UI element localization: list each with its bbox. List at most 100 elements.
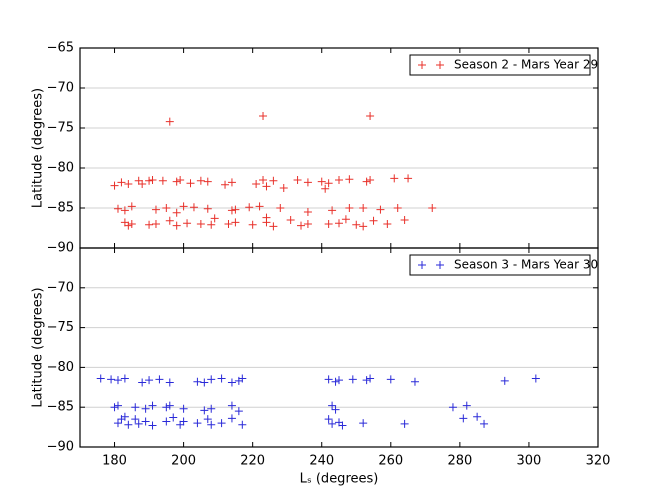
point	[186, 179, 195, 188]
point	[227, 378, 236, 387]
point	[107, 375, 116, 384]
point	[117, 178, 126, 187]
point	[276, 204, 285, 212]
point	[383, 220, 392, 228]
point	[366, 176, 375, 184]
point	[393, 204, 402, 212]
point	[120, 374, 129, 383]
point	[376, 205, 385, 214]
point	[227, 178, 236, 187]
point	[324, 179, 333, 188]
axes-frame	[79, 247, 599, 448]
point	[335, 376, 343, 385]
point	[231, 205, 240, 214]
point	[269, 222, 278, 231]
point	[262, 213, 271, 222]
point	[362, 177, 371, 186]
point	[158, 176, 167, 185]
point	[189, 203, 198, 212]
point	[473, 412, 482, 421]
point	[259, 176, 268, 184]
point	[172, 221, 181, 230]
point	[331, 405, 340, 414]
point	[148, 421, 157, 430]
y-tick-label: −85	[47, 201, 74, 216]
point	[113, 419, 122, 428]
point	[321, 184, 330, 193]
point	[338, 421, 347, 430]
y-tick-label: −80	[47, 360, 74, 375]
point	[324, 220, 333, 228]
point	[286, 216, 295, 224]
point	[165, 378, 174, 387]
point	[124, 180, 133, 188]
point	[145, 220, 154, 229]
point	[120, 412, 129, 421]
point	[207, 375, 216, 384]
point	[303, 208, 312, 216]
point	[169, 413, 178, 422]
point	[207, 420, 216, 429]
point	[279, 184, 288, 192]
point	[200, 406, 209, 415]
legend-label: Season 3 - Mars Year 30	[454, 258, 598, 272]
point	[110, 403, 119, 412]
point	[328, 206, 337, 215]
point	[234, 407, 243, 416]
point	[369, 216, 378, 225]
point	[400, 419, 409, 428]
point	[148, 401, 157, 410]
point	[238, 420, 247, 429]
point	[131, 403, 140, 412]
legend: Season 2 - Mars Year 29	[409, 54, 598, 76]
point	[151, 220, 160, 228]
point	[359, 204, 368, 212]
point	[193, 377, 202, 386]
y-tick-label: −90	[47, 241, 74, 256]
point	[248, 220, 257, 229]
legend-marker	[418, 261, 444, 269]
point	[345, 204, 354, 212]
point	[179, 417, 188, 426]
point	[138, 378, 147, 387]
point	[176, 420, 185, 429]
point	[203, 415, 212, 424]
point	[96, 374, 105, 383]
point	[303, 220, 312, 228]
y-axis-label: Latitude (degrees)	[31, 88, 46, 208]
point	[217, 374, 226, 383]
point	[303, 178, 312, 187]
point	[404, 174, 413, 183]
x-tick-label: 180	[102, 454, 127, 469]
point	[207, 220, 216, 229]
point	[217, 419, 226, 428]
point	[245, 203, 254, 212]
point	[359, 222, 368, 231]
point	[227, 401, 236, 410]
point	[200, 378, 209, 387]
point	[500, 376, 509, 385]
point	[138, 180, 147, 188]
point	[120, 206, 129, 215]
point	[480, 419, 489, 428]
point	[196, 176, 205, 185]
x-tick-label: 200	[171, 454, 196, 469]
point	[210, 214, 219, 223]
point	[352, 220, 361, 229]
point	[366, 374, 375, 383]
point	[113, 204, 122, 213]
point	[179, 404, 188, 413]
point	[141, 404, 150, 413]
y-tick-label: −80	[47, 161, 74, 176]
point	[410, 377, 419, 386]
y-tick-label: −75	[47, 320, 74, 335]
point	[165, 117, 174, 126]
point	[193, 419, 202, 428]
point	[324, 415, 333, 424]
point	[172, 177, 181, 186]
point	[145, 376, 154, 385]
point	[269, 176, 278, 185]
legend-box	[409, 254, 591, 276]
point	[362, 376, 371, 385]
